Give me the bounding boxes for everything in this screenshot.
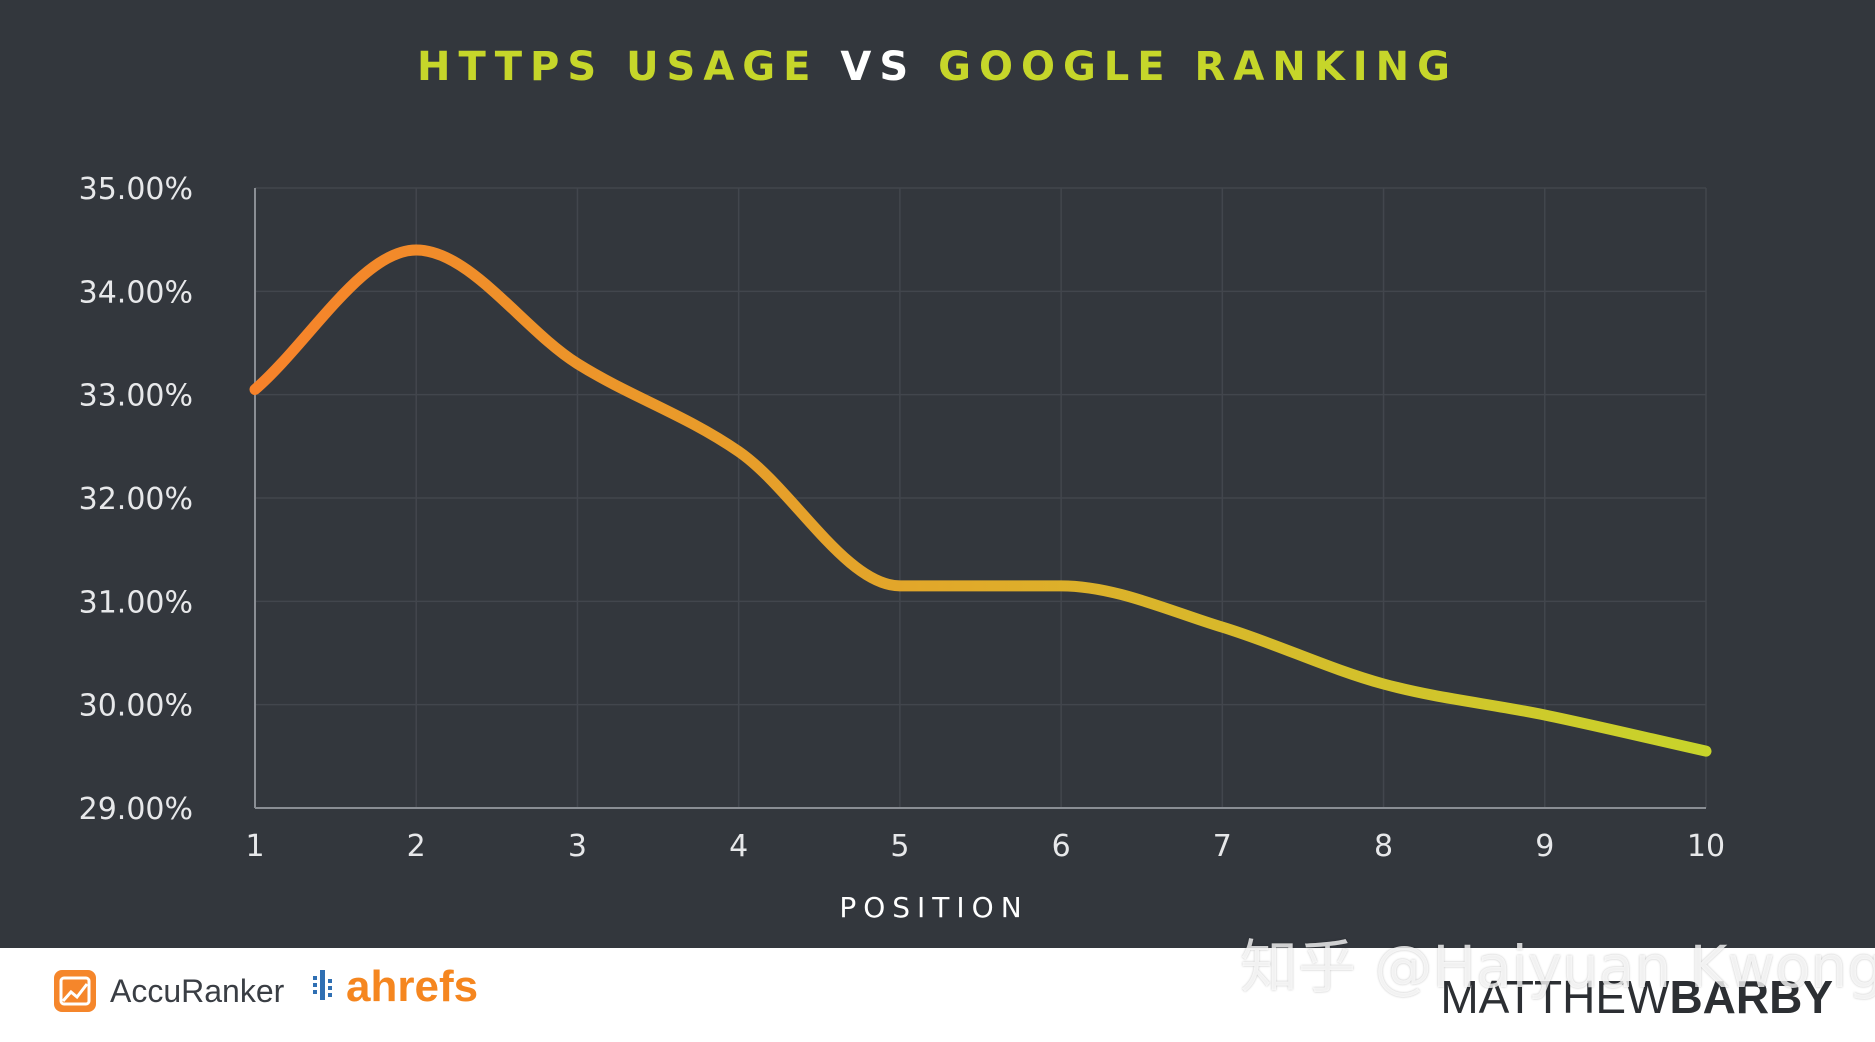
line-chart: 35.00% 34.00% 33.00% 32.00% 31.00% 30.00% 29.0… (79, 172, 1725, 924)
footer-bar: AccuRanker ahrefs MAT (0, 948, 1875, 1042)
watermark: 知乎 @Haiyuan Kwong (1240, 933, 1875, 1001)
y-tick-label: 29.00% (79, 792, 193, 827)
y-tick-label: 32.00% (79, 482, 193, 517)
x-tick-label: 9 (1535, 829, 1554, 864)
chart-title-part-1: HTTPS USAGE (417, 44, 819, 90)
x-tick-label: 7 (1213, 829, 1232, 864)
accuranker-chart-icon (54, 970, 96, 1012)
y-tick-labels: 35.00% 34.00% 33.00% 32.00% 31.00% 30.00% 29.0… (79, 172, 193, 827)
x-tick-label: 2 (407, 829, 426, 864)
x-tick-label: 8 (1374, 829, 1393, 864)
ahrefs-dots-icon (310, 968, 336, 1007)
x-tick-label: 5 (890, 829, 909, 864)
ahrefs-wordmark: ahrefs (346, 962, 479, 1011)
accuranker-logo: AccuRanker (54, 970, 284, 1012)
x-tick-label: 10 (1687, 829, 1725, 864)
accuranker-wordmark: AccuRanker (110, 972, 285, 1009)
x-tick-label: 4 (729, 829, 748, 864)
axes (254, 188, 1706, 809)
matthew-barby-logo: MATTHEWBARBY (1440, 970, 1833, 1024)
brand-name-light: MATTHEW (1440, 971, 1670, 1023)
y-tick-label: 31.00% (79, 585, 193, 620)
data-points (255, 250, 1707, 752)
y-tick-label: 35.00% (79, 172, 193, 207)
series-layer (249, 244, 1712, 757)
x-tick-labels: 1 2 3 4 5 6 7 8 9 10 (245, 829, 1725, 864)
brand-name-bold: BARBY (1669, 971, 1833, 1023)
y-tick-label: 30.00% (79, 689, 193, 724)
x-tick-label: 1 (245, 829, 264, 864)
chart-title: HTTPS USAGE VS GOOGLE RANKING (0, 44, 1875, 90)
series-line-0 (249, 244, 1712, 757)
x-tick-label: 3 (568, 829, 587, 864)
ahrefs-logo: ahrefs (310, 962, 478, 1012)
y-tick-label: 33.00% (79, 379, 193, 414)
x-tick-label: 6 (1052, 829, 1071, 864)
x-axis-title: POSITION (839, 891, 1028, 924)
chart-title-part-2: VS (840, 44, 917, 90)
chart-title-part-3: GOOGLE RANKING (938, 44, 1458, 90)
chart-panel: HTTPS USAGE VS GOOGLE RANKING 35.00% 34.0… (0, 0, 1875, 948)
y-tick-label: 34.00% (79, 275, 193, 310)
